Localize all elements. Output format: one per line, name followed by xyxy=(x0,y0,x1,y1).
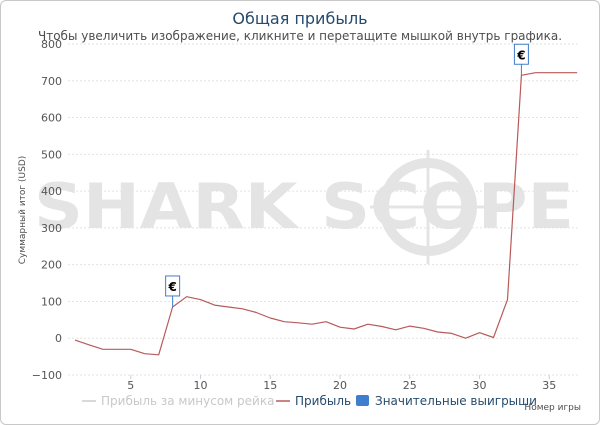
chart-title: Общая прибыль xyxy=(232,9,368,28)
x-tick-label: 25 xyxy=(403,379,417,392)
markers[interactable]: €€ xyxy=(165,43,529,307)
chart-subtitle: Чтобы увеличить изображение, кликните и … xyxy=(37,29,563,43)
y-tick-label: 700 xyxy=(41,75,62,88)
x-tick-label: 35 xyxy=(542,379,556,392)
y-tick-label: 200 xyxy=(41,259,62,272)
y-tick-labels: −100 0 100 200 300 400 500 600 700 800 xyxy=(32,38,62,382)
y-tick-label: −100 xyxy=(32,369,62,382)
x-tick-label: 10 xyxy=(194,379,208,392)
x-tick-labels: 5 10 15 20 25 30 35 xyxy=(127,375,556,392)
big-win-flag[interactable]: € xyxy=(513,43,529,76)
y-tick-label: 0 xyxy=(55,332,62,345)
series-line-profit[interactable] xyxy=(74,72,578,356)
watermark: SHARK SCOPE xyxy=(34,150,574,264)
legend[interactable]: Прибыль за минусом рейка Прибыль Значитель… xyxy=(82,394,537,408)
flag-box xyxy=(513,43,529,65)
watermark-text: SHARK SCOPE xyxy=(34,170,574,243)
y-tick-label: 100 xyxy=(41,295,62,308)
x-axis-title: Номер игры xyxy=(524,403,581,413)
x-tick-label: 30 xyxy=(473,379,487,392)
y-axis-title: Суммарный итог (USD) xyxy=(18,156,28,265)
big-win-flag[interactable]: € xyxy=(165,275,181,307)
legend-item[interactable]: Прибыль за минусом рейка xyxy=(82,394,274,408)
legend-item[interactable]: Значительные выигрыши xyxy=(356,394,537,408)
flag-label: € xyxy=(516,48,525,62)
legend-item[interactable]: Прибыль xyxy=(276,394,351,408)
flag-label: € xyxy=(167,280,176,294)
x-tick-label: 20 xyxy=(333,379,347,392)
y-tick-label: 600 xyxy=(41,112,62,125)
y-tick-label: 400 xyxy=(41,185,62,198)
x-tick-label: 15 xyxy=(263,379,277,392)
y-tick-label: 800 xyxy=(41,38,62,51)
gridlines xyxy=(68,43,580,376)
plot-area[interactable] xyxy=(74,72,578,356)
legend-label: Значительные выигрыши xyxy=(375,394,537,408)
flag-box xyxy=(165,275,181,297)
y-tick-label: 300 xyxy=(41,222,62,235)
legend-label: Прибыль xyxy=(295,394,351,408)
y-tick-label: 500 xyxy=(41,148,62,161)
legend-symbol xyxy=(356,395,369,406)
legend-label: Прибыль за минусом рейка xyxy=(101,394,274,408)
x-tick-label: 5 xyxy=(127,379,134,392)
